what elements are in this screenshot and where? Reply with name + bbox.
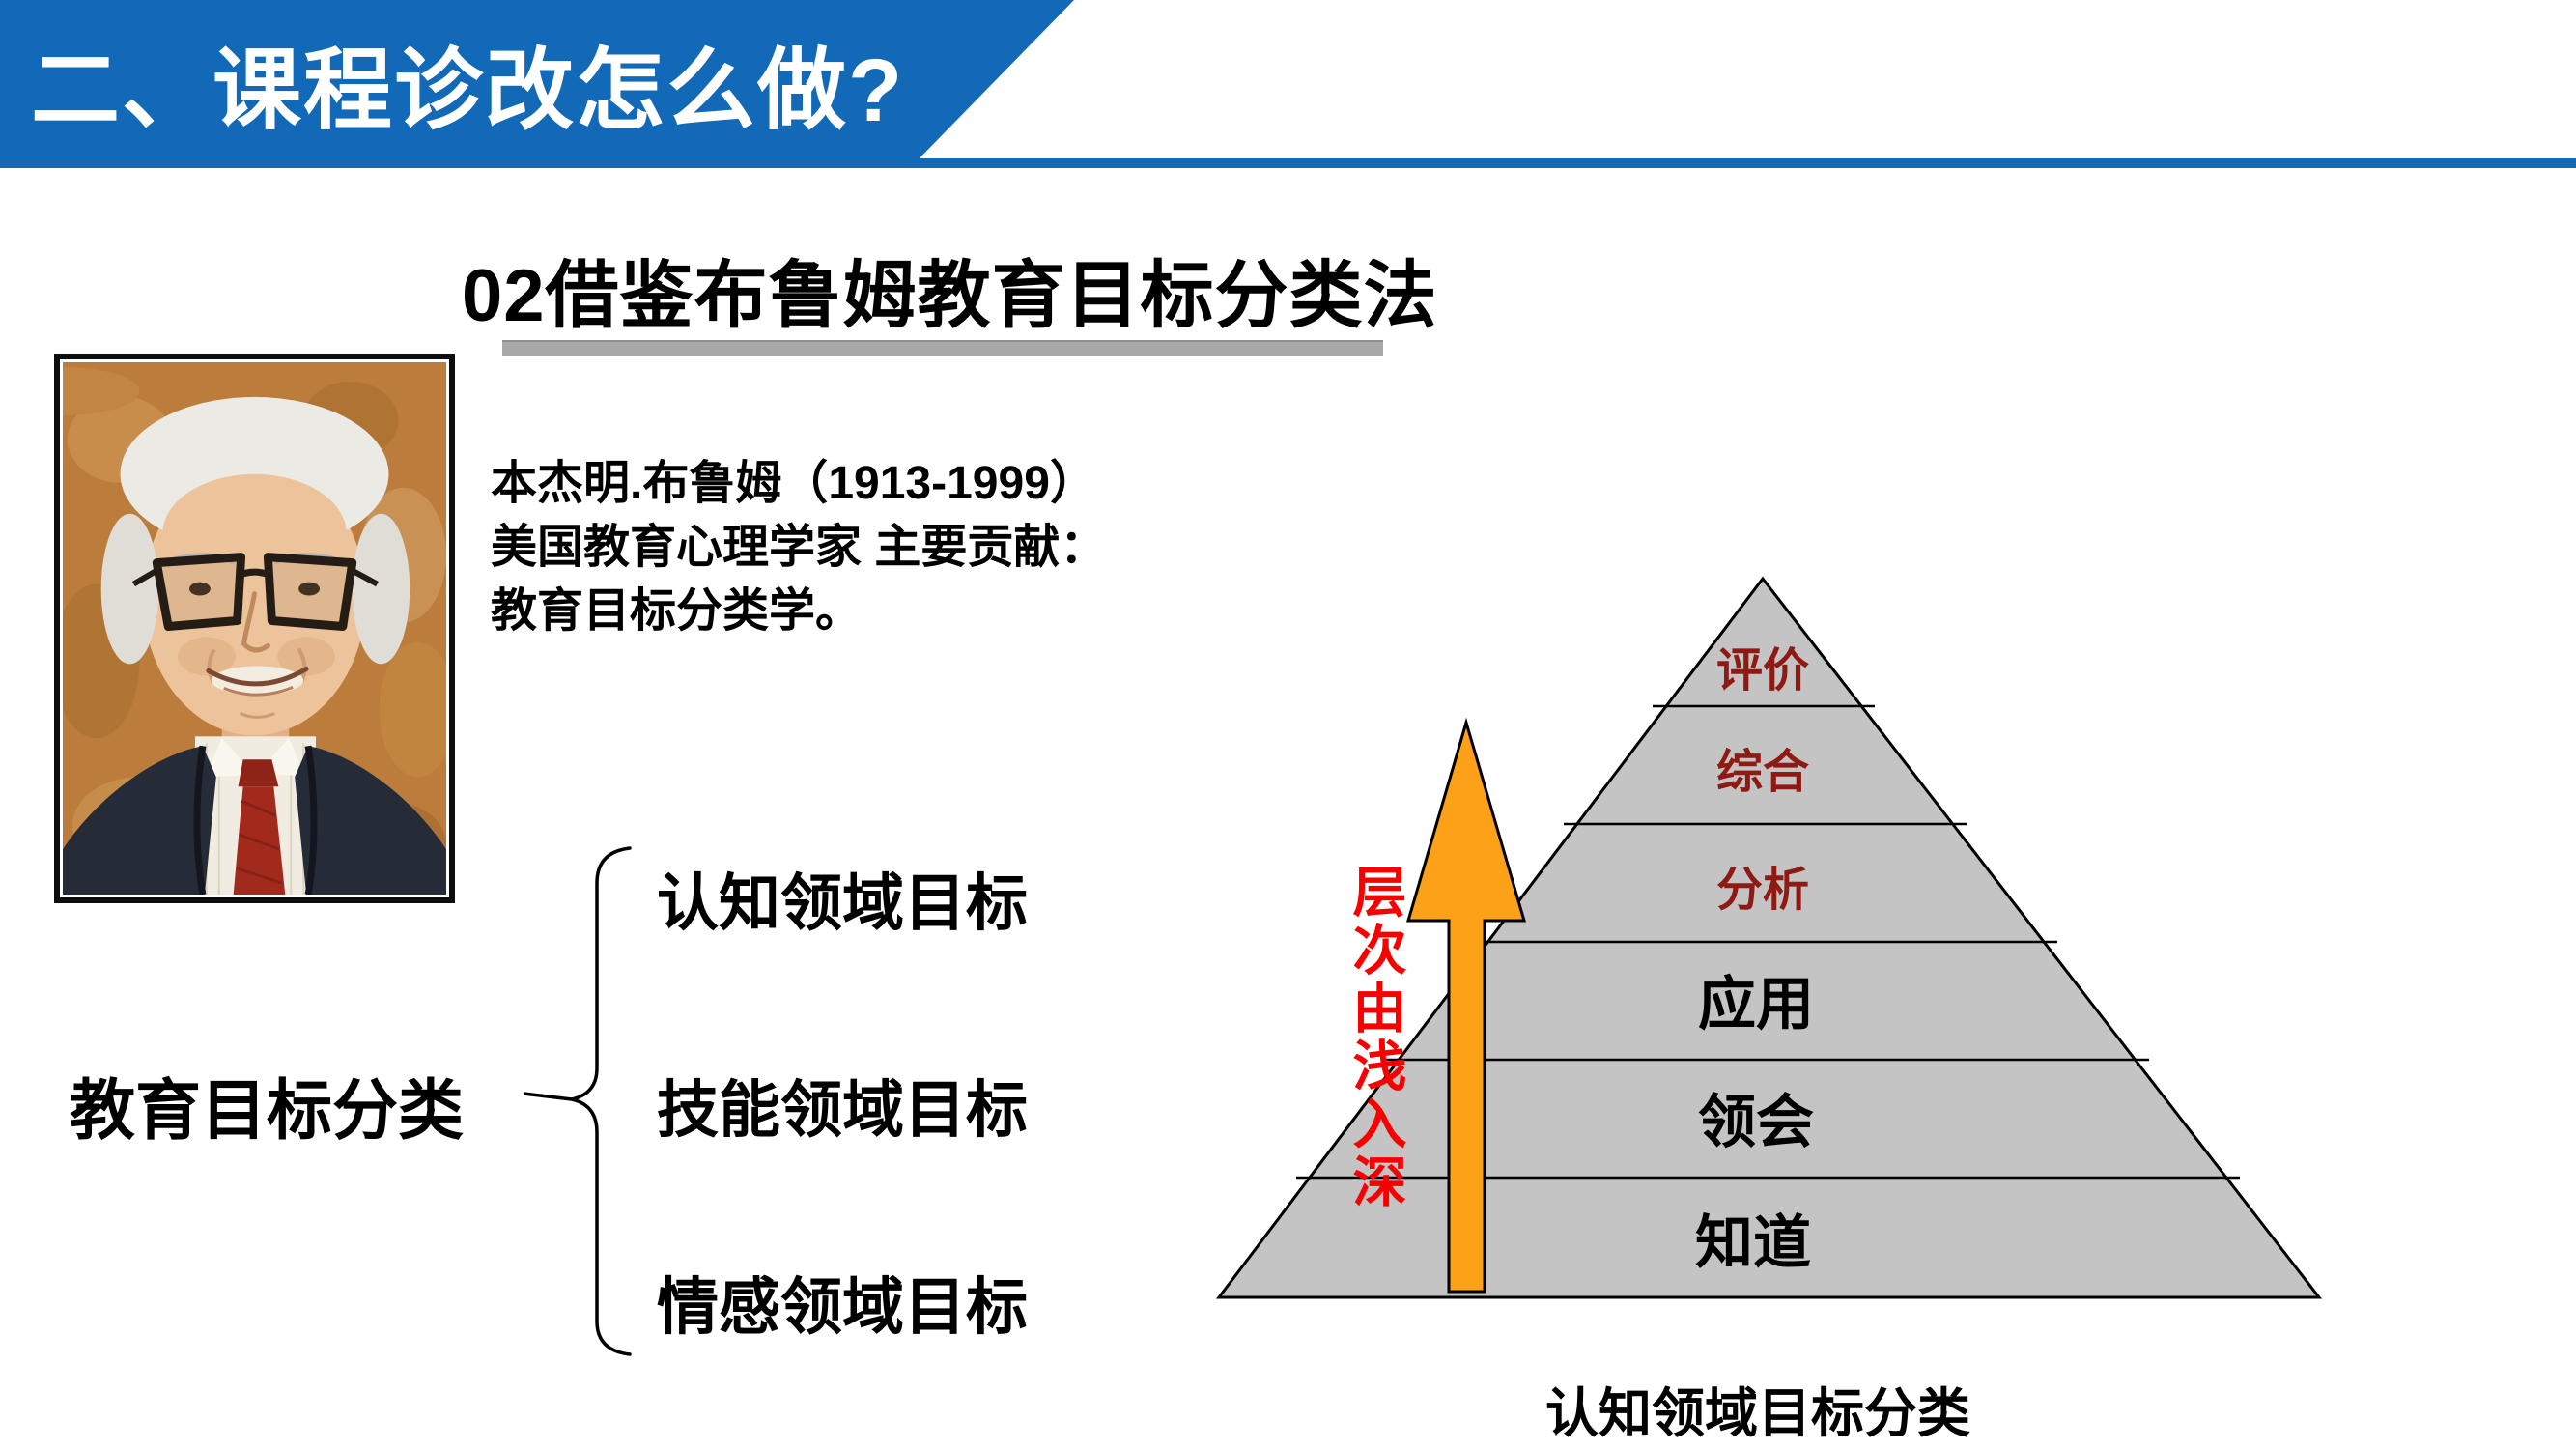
- up-arrow: [1405, 717, 1527, 1294]
- branch-skill-domain: 技能领域目标: [657, 1075, 1028, 1145]
- section-title: 02借鉴布鲁姆教育目标分类法: [462, 255, 1438, 337]
- section-title-underbar: [502, 340, 1383, 356]
- branch-cognitive-domain: 认知领域目标: [657, 868, 1028, 938]
- level-label-synthesis: 综合: [1716, 747, 1809, 798]
- bio-line-3: 教育目标分类学。: [491, 585, 863, 637]
- brace-path: [571, 846, 632, 1356]
- bio-line-1: 本杰明.布鲁姆（1913-1999）: [491, 458, 1096, 509]
- bloom-portrait-photo: [54, 354, 455, 903]
- header-banner: 二、课程诊改怎么做?: [0, 0, 1074, 168]
- pyramid-caption: 认知领域目标分类: [1544, 1383, 1970, 1443]
- banner-underline: [0, 158, 2576, 168]
- level-label-evaluation: 评价: [1716, 645, 1809, 697]
- branch-affective-domain: 情感领域目标: [657, 1272, 1028, 1342]
- banner-title: 二、课程诊改怎么做?: [31, 42, 905, 140]
- level-label-analysis: 分析: [1716, 865, 1809, 916]
- taxonomy-root-label: 教育目标分类: [70, 1074, 465, 1148]
- level-label-comprehension: 领会: [1698, 1091, 1814, 1154]
- bio-line-2: 美国教育心理学家 主要贡献：: [491, 522, 1107, 573]
- level-label-knowledge: 知道: [1695, 1211, 1811, 1275]
- brace: [523, 846, 632, 1356]
- pyramid-triangle: [1215, 576, 2323, 1299]
- brace-connector-line: [523, 1092, 573, 1101]
- pyramid-diagram: 评价 综合 分析 应用 领会 知道: [1215, 576, 2323, 1299]
- arrow-depth-label: 层次由浅入深: [1345, 864, 1406, 1211]
- level-label-application: 应用: [1698, 973, 1814, 1037]
- portrait-illustration: [63, 362, 446, 895]
- bio-text: 本杰明.布鲁姆（1913-1999） 美国教育心理学家 主要贡献： 教育目标分类…: [491, 452, 1106, 643]
